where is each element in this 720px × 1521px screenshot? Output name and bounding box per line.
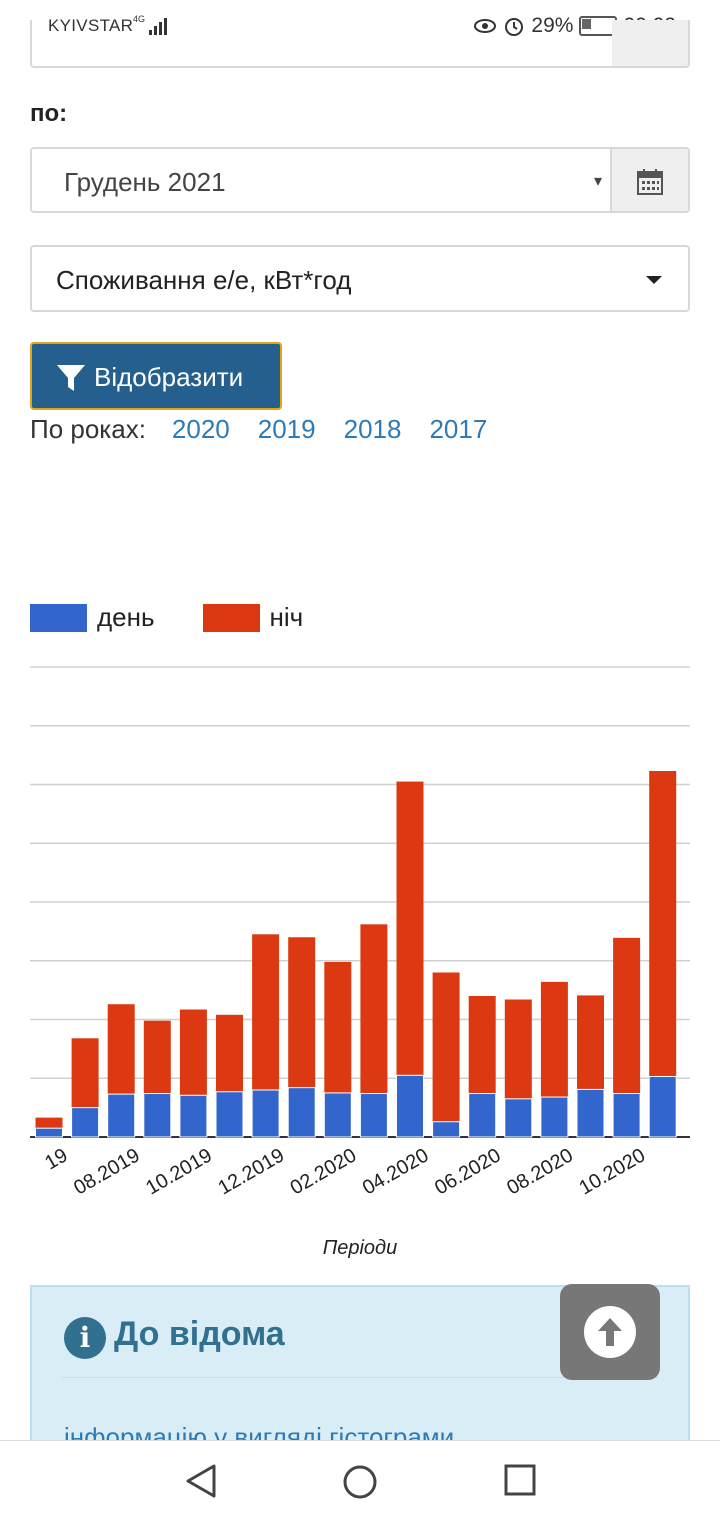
info-icon: i (64, 1317, 106, 1359)
x-tick-label: 19 (41, 1144, 71, 1174)
legend-swatch-night (202, 603, 260, 632)
bar-night-06.2019[interactable] (35, 1117, 63, 1129)
filter-icon (57, 365, 85, 391)
legend-item-night[interactable]: ніч (202, 602, 304, 633)
bar-day-10.2020[interactable] (612, 1093, 641, 1138)
x-tick-label: 04.2020 (359, 1144, 433, 1199)
bar-night-09.2020[interactable] (577, 995, 604, 1090)
legend-label-night: ніч (269, 602, 304, 632)
legend-label-day: день (97, 602, 155, 632)
to-date-select[interactable]: Грудень 2021 ▾ (30, 147, 612, 213)
bar-day-09.2020[interactable] (576, 1088, 605, 1138)
legend-swatch-day (30, 603, 87, 632)
x-tick-label: 02.2020 (287, 1144, 361, 1199)
bar-night-02.2020[interactable] (324, 961, 352, 1093)
bar-night-11.2020[interactable] (649, 770, 677, 1077)
bar-night-10.2019[interactable] (179, 1009, 207, 1096)
arrow-up-icon (598, 1318, 622, 1346)
dropdown-arrow-icon: ▾ (593, 173, 602, 190)
year-link-2020[interactable]: 2020 (171, 414, 230, 444)
caret-down-icon (646, 276, 662, 284)
divider (62, 1377, 658, 1378)
show-button[interactable]: Відобразити (30, 342, 282, 410)
x-tick-label: 12.2019 (214, 1144, 288, 1199)
consumption-type-select[interactable]: Споживання е/е, кВт*год (30, 245, 690, 312)
info-title: До відома (114, 1315, 285, 1353)
signal-icon (149, 18, 167, 35)
bar-night-05.2020[interactable] (432, 972, 460, 1122)
bar-day-09.2019[interactable] (143, 1093, 172, 1138)
back-triangle-icon[interactable] (184, 1463, 218, 1499)
network-type: 4G (133, 14, 146, 24)
bar-day-04.2020[interactable] (396, 1074, 424, 1138)
show-button-label: Відобразити (94, 362, 244, 392)
bar-day-08.2020[interactable] (540, 1096, 569, 1138)
bar-day-11.2020[interactable] (648, 1075, 677, 1138)
bar-night-07.2020[interactable] (504, 999, 532, 1099)
bar-day-02.2020[interactable] (323, 1092, 352, 1138)
calendar-icon (637, 169, 663, 195)
bar-night-08.2020[interactable] (540, 981, 568, 1098)
bar-day-06.2020[interactable] (468, 1093, 497, 1138)
chart-legend: день ніч (30, 602, 351, 633)
system-nav-bar (0, 1440, 720, 1521)
home-circle-icon[interactable] (341, 1463, 379, 1501)
bar-night-09.2019[interactable] (143, 1020, 171, 1094)
to-label: по: (30, 100, 68, 127)
bar-night-04.2020[interactable] (396, 781, 424, 1076)
from-date-select[interactable] (30, 20, 616, 68)
year-link-2017[interactable]: 2017 (429, 414, 488, 444)
bar-night-07.2019[interactable] (71, 1038, 99, 1108)
x-tick-label: 10.2020 (575, 1144, 649, 1199)
bar-day-07.2020[interactable] (504, 1098, 533, 1138)
battery-percent: 29% (531, 14, 574, 37)
calendar-button[interactable] (612, 147, 690, 213)
bar-day-10.2019[interactable] (179, 1094, 208, 1138)
x-axis-title: Періоди (322, 1237, 398, 1259)
years-label: По роках: (30, 414, 146, 444)
bar-day-12.2019[interactable] (251, 1089, 280, 1138)
x-tick-label: 08.2020 (503, 1144, 577, 1199)
eye-icon (474, 19, 497, 33)
x-tick-label: 10.2019 (142, 1144, 216, 1199)
bar-night-06.2020[interactable] (468, 996, 496, 1094)
consumption-chart: 1908.201910.201912.201902.202004.202006.… (30, 666, 690, 1199)
year-link-2019[interactable]: 2019 (257, 414, 316, 444)
bar-night-11.2019[interactable] (216, 1014, 243, 1092)
bar-day-07.2019[interactable] (71, 1107, 100, 1138)
scroll-top-button[interactable] (560, 1284, 660, 1380)
bar-day-08.2019[interactable] (107, 1093, 136, 1138)
x-tick-label: 06.2020 (431, 1144, 505, 1199)
consumption-type-value: Споживання е/е, кВт*год (56, 265, 352, 295)
years-filter: По роках: 2020 2019 2018 2017 (30, 414, 515, 445)
bar-day-01.2020[interactable] (287, 1087, 316, 1138)
legend-item-day[interactable]: день (30, 602, 155, 633)
alarm-icon (505, 18, 524, 36)
to-date-value: Грудень 2021 (64, 167, 226, 197)
bar-night-03.2020[interactable] (360, 924, 388, 1094)
from-calendar-button[interactable] (612, 20, 690, 68)
bar-day-03.2020[interactable] (359, 1093, 388, 1138)
x-tick-label: 08.2019 (70, 1144, 144, 1199)
bar-night-01.2020[interactable] (288, 937, 316, 1088)
bar-day-06.2019[interactable] (35, 1127, 63, 1138)
bar-night-10.2020[interactable] (613, 937, 641, 1094)
year-link-2018[interactable]: 2018 (343, 414, 402, 444)
bar-day-11.2019[interactable] (215, 1091, 244, 1138)
bar-night-08.2019[interactable] (107, 1004, 135, 1095)
bar-night-12.2019[interactable] (252, 934, 280, 1090)
carrier-name: KYIVSTAR (48, 16, 134, 35)
bar-day-05.2020[interactable] (432, 1121, 461, 1138)
recents-square-icon[interactable] (503, 1463, 537, 1497)
